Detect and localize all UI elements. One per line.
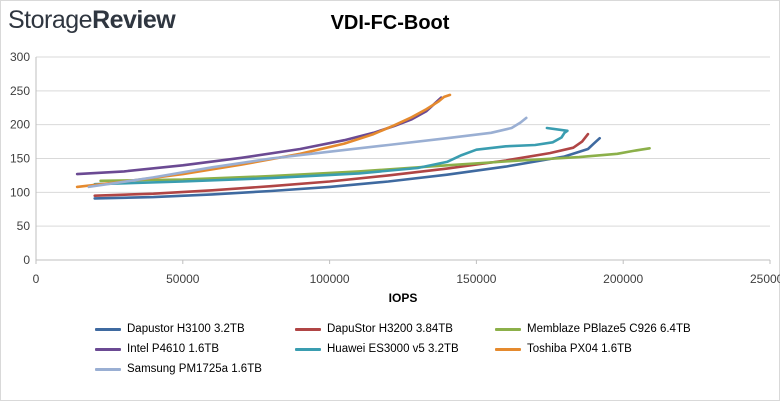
y-tick-label: 50 [17, 219, 31, 233]
x-tick-label: 100000 [310, 272, 350, 286]
series-line-4 [93, 126, 569, 186]
x-axis-label: IOPS [389, 291, 418, 305]
legend-swatch [295, 347, 321, 351]
x-tick-label: 150000 [456, 272, 496, 286]
legend-label: Toshiba PX04 1.6TB [527, 343, 632, 355]
series-line-1 [93, 132, 590, 197]
series-line-0 [93, 136, 601, 200]
axes [35, 57, 771, 264]
legend-item: Toshiba PX04 1.6TB [495, 343, 695, 355]
chart-title: VDI-FC-Boot [330, 12, 450, 34]
gridlines [36, 56, 770, 227]
legend-swatch [95, 347, 121, 351]
legend-label: Samsung PM1725a 1.6TB [127, 363, 262, 375]
x-tick-label: 50000 [166, 272, 200, 286]
legend-swatch [95, 327, 121, 331]
y-tick-labels: 0 50 100 150 200 250 300 [10, 50, 30, 267]
legend-item: Intel P4610 1.6TB [95, 343, 295, 355]
legend-label: Huawei ES3000 v5 3.2TB [327, 343, 459, 355]
legend-swatch [95, 367, 121, 371]
series-line-3 [75, 96, 443, 176]
y-tick-label: 100 [10, 185, 30, 199]
x-tick-label: 250000 [750, 272, 780, 286]
series-line-5 [75, 93, 452, 189]
x-tick-label: 0 [33, 272, 40, 286]
y-tick-label: 0 [23, 253, 30, 267]
logo-part-review: Review [92, 6, 176, 34]
legend-item: Dapustor H3100 3.2TB [95, 323, 295, 335]
x-tick-labels: 0 50000 100000 150000 200000 250000 [33, 272, 780, 286]
legend-item: Memblaze PBlaze5 C926 6.4TB [495, 323, 695, 335]
y-tick-label: 300 [10, 50, 30, 64]
legend-swatch [495, 327, 521, 331]
x-tick-label: 200000 [603, 272, 643, 286]
series-line-2 [99, 147, 651, 183]
y-tick-label: 250 [10, 84, 30, 98]
storagereview-logo: StorageReview [8, 6, 176, 35]
series-lines [75, 93, 651, 200]
legend-label: Dapustor H3100 3.2TB [127, 323, 245, 335]
legend-item: DapuStor H3200 3.84TB [295, 323, 495, 335]
y-tick-label: 200 [10, 118, 30, 132]
legend-label: Intel P4610 1.6TB [127, 343, 220, 355]
y-tick-label: 150 [10, 152, 30, 166]
legend-swatch [295, 327, 321, 331]
legend-item: Huawei ES3000 v5 3.2TB [295, 343, 495, 355]
legend-swatch [495, 347, 521, 351]
legend-item: Samsung PM1725a 1.6TB [95, 363, 295, 375]
legend: Dapustor H3100 3.2TB DapuStor H3200 3.84T… [95, 323, 735, 375]
logo-part-storage: Storage [8, 6, 93, 34]
legend-label: Memblaze PBlaze5 C926 6.4TB [527, 323, 691, 335]
series-line-6 [87, 116, 528, 189]
line-chart: 0 50 100 150 200 250 300 0 50000 100000 150000 200… [10, 50, 780, 305]
legend-label: DapuStor H3200 3.84TB [327, 323, 453, 335]
